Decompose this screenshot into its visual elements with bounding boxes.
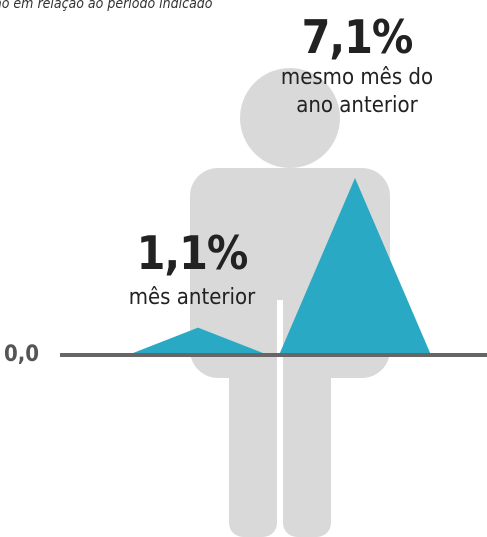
value-label: 7,1% (301, 10, 414, 64)
category-label: mesmo mês do ano anterior (280, 65, 434, 118)
leg-gap (277, 300, 283, 537)
triangle (128, 327, 268, 355)
category-label: mês anterior (128, 285, 256, 310)
y-tick-label: 0,0 (4, 342, 40, 367)
subtitle: ão em relação ao período indicado (0, 0, 213, 12)
triangle (279, 177, 431, 355)
value-label: 1,1% (136, 226, 249, 280)
